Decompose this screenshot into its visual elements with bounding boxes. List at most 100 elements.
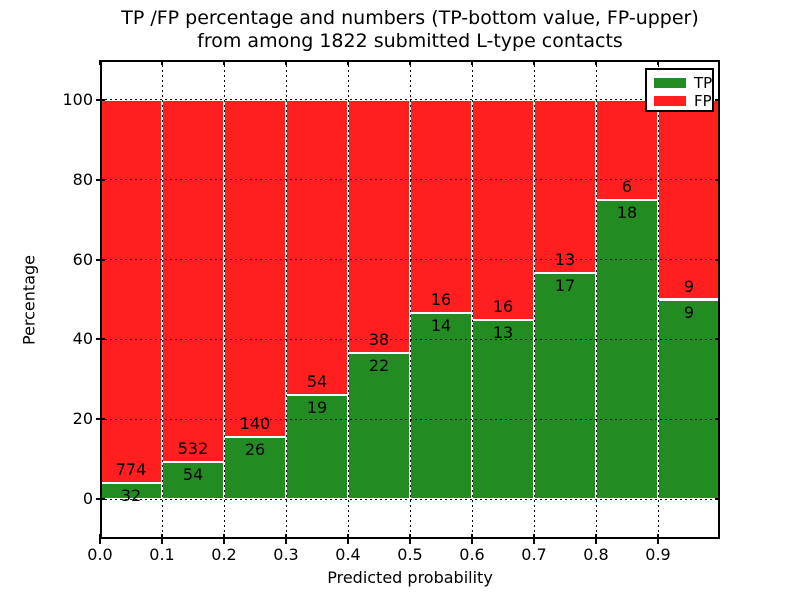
x-tick-mark [471,534,473,544]
y-tick-mark-right [715,418,720,421]
bar-count-label-tp: 26 [244,439,266,459]
x-tick-label: 0.6 [459,545,485,564]
plot-area: TP FP 774 32 532 54 140 26 54 19 38 22 16 14 16 13 13 17… [96,60,720,544]
bar-segment-tp [286,395,348,500]
x-tick-mark [347,534,349,544]
legend-row-fp: FP [647,93,712,109]
bar-segment-tp [596,199,658,500]
y-tick-label: 20 [72,409,93,429]
grid-line-vertical [657,60,659,539]
grid-line-vertical [161,60,163,539]
chart-title: TP /FP percentage and numbers (TP-bottom… [100,7,720,53]
bar-count-label-tp: 14 [430,315,452,335]
grid-line-vertical [347,60,349,539]
legend: TP FP [645,68,714,112]
grid-line-vertical [223,60,225,539]
chart-title-line2: from among 1822 submitted L-type contact… [197,30,623,52]
x-tick-mark-top [347,60,349,65]
x-tick-mark [223,534,225,544]
y-tick-mark-left [96,258,105,261]
y-tick-mark-left [96,498,105,501]
y-tick-mark-right [715,258,720,261]
bar-count-label-tp: 13 [492,323,514,343]
x-tick-label: 0.4 [335,545,361,564]
grid-line-horizontal [100,498,720,500]
x-tick-label: 0.0 [87,545,113,564]
x-tick-mark [533,534,535,544]
x-tick-mark-top [533,60,535,65]
y-tick-mark-right [715,498,720,501]
x-tick-label: 0.9 [645,545,671,564]
y-tick-label: 100 [62,89,93,109]
bar-count-label-tp: 17 [554,275,576,295]
y-tick-mark-left [96,338,105,341]
bar-segment-tp [472,320,534,500]
bar-segment-fp [534,99,596,273]
y-tick-mark-right [715,98,720,101]
bar-segment-fp [286,99,348,396]
chart-title-line1: TP /FP percentage and numbers (TP-bottom… [121,7,699,29]
grid-line-horizontal [100,259,720,261]
x-tick-mark-top [161,60,163,65]
x-tick-label: 0.5 [397,545,423,564]
grid-line-vertical [471,60,473,539]
bar-count-label-tp: 54 [182,465,204,485]
bar-count-label-fp: 774 [115,460,147,480]
bar-segment-fp [224,99,286,437]
x-tick-label: 0.2 [211,545,237,564]
x-tick-mark [409,534,411,544]
x-tick-mark-top [657,60,659,65]
x-tick-label: 0.1 [149,545,175,564]
bar-count-label-fp: 54 [306,372,328,392]
bar-count-label-fp: 532 [177,439,209,459]
bar-segment-fp [472,99,534,321]
grid-line-vertical [533,60,535,539]
legend-swatch-fp [654,96,686,106]
bar-count-label-fp: 16 [492,297,514,317]
bar-segment-fp [162,99,224,463]
x-tick-mark [161,534,163,544]
x-tick-mark-top [285,60,287,65]
legend-label-tp: TP [694,74,713,92]
y-tick-mark-right [715,338,720,341]
y-tick-mark-left [96,98,105,101]
bar-count-label-fp: 13 [554,249,576,269]
bar-count-label-tp: 22 [368,355,390,375]
y-tick-mark-left [96,178,105,181]
grid-line-horizontal [100,338,720,340]
grid-line-vertical [285,60,287,539]
grid-line-vertical [409,60,411,539]
grid-line-horizontal [100,418,720,420]
bar-count-label-fp: 16 [430,289,452,309]
bar-segment-fp [658,99,720,300]
bar-count-label-fp: 140 [239,413,271,433]
legend-label-fp: FP [694,92,712,110]
x-tick-mark-top [223,60,225,65]
x-tick-mark-top [471,60,473,65]
x-tick-mark [657,534,659,544]
x-tick-label: 0.3 [273,545,299,564]
x-tick-mark [99,534,101,544]
y-tick-mark-left [96,418,105,421]
bar-segment-tp [534,272,596,500]
x-axis-label: Predicted probability [327,568,493,587]
bar-segment-fp [596,99,658,200]
bar-segment-tp [162,462,224,500]
y-tick-label: 0 [82,489,93,509]
x-tick-label: 0.7 [521,545,547,564]
x-tick-mark-top [409,60,411,65]
x-tick-mark-top [99,60,101,65]
bar-count-label-tp: 9 [683,302,695,322]
bar-count-label-tp: 32 [120,486,142,506]
legend-row-tp: TP [647,75,712,91]
grid-line-horizontal [100,179,720,181]
bar-segment-fp [410,99,472,313]
bar-segment-fp [100,99,162,484]
bar-segment-tp [410,312,472,500]
bar-count-label-fp: 9 [683,276,695,296]
bar-count-label-tp: 18 [616,202,638,222]
grid-line-vertical [595,60,597,539]
bar-count-label-tp: 19 [306,398,328,418]
y-axis-label: Percentage [19,254,39,346]
